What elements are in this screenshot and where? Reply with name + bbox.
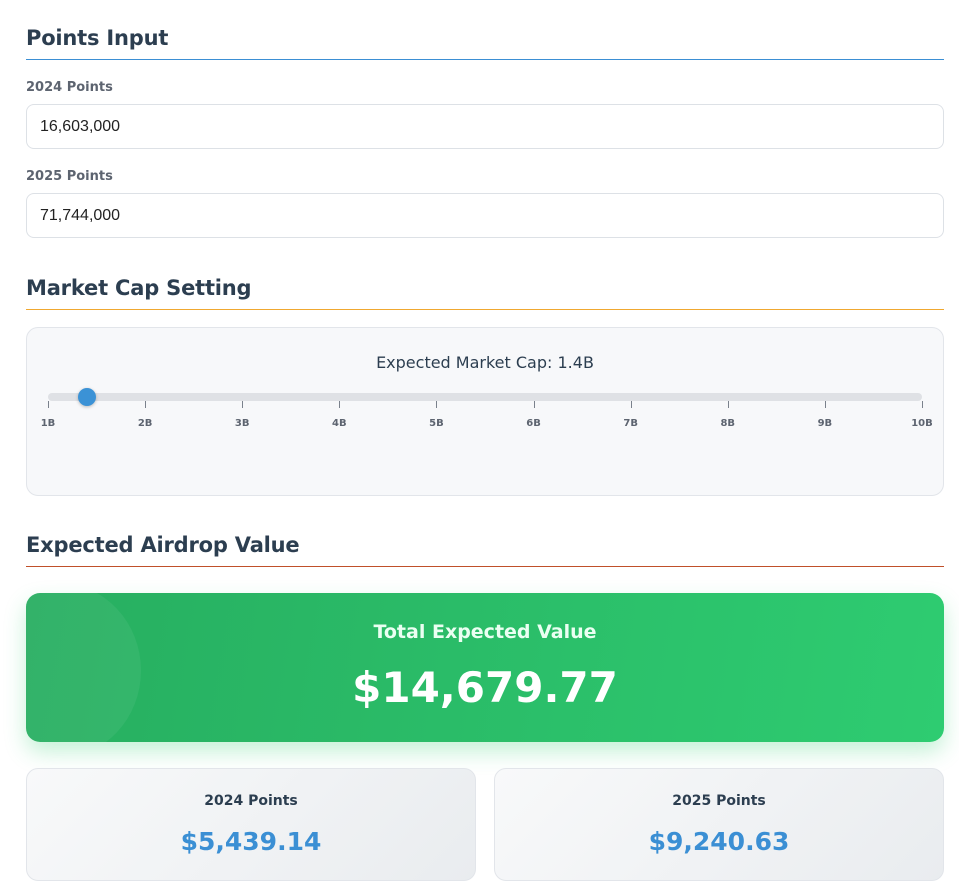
airdrop-title: Expected Airdrop Value (26, 533, 300, 557)
breakdown-2024-label: 2024 Points (204, 793, 298, 809)
slider-tick-label: 3B (234, 418, 250, 429)
total-value-card: Total Expected Value $14,679.77 (26, 593, 944, 742)
market-cap-caption: Expected Market Cap: 1.4B (376, 353, 594, 372)
total-value-label: Total Expected Value (373, 621, 597, 643)
points-2024-input[interactable] (26, 104, 944, 149)
points-input-title: Points Input (26, 26, 169, 50)
points-2025-input[interactable] (26, 193, 944, 238)
slider-tick (533, 401, 535, 408)
slider-tick-label: 7B (623, 418, 638, 429)
slider-tick-label: 5B (429, 418, 444, 429)
points-2024-label: 2024 Points (26, 80, 113, 95)
slider-tick-label: 4B (332, 418, 347, 429)
slider-tick (630, 401, 632, 408)
market-cap-rule (26, 309, 944, 310)
slider-tick (145, 401, 147, 408)
slider-tick-label: 2B (137, 418, 153, 429)
airdrop-rule (26, 566, 944, 567)
slider-tick (824, 401, 826, 408)
decorative-blob (26, 593, 141, 742)
slider-tick (48, 401, 49, 408)
slider-tick-label: 10B (911, 418, 933, 429)
breakdown-card-2025: 2025 Points $9,240.63 (494, 768, 944, 881)
slider-tick-label: 6B (526, 418, 541, 429)
points-input-rule (26, 59, 944, 60)
slider-tick (339, 401, 341, 408)
slider-tick-label: 9B (817, 418, 833, 429)
breakdown-card-2024: 2024 Points $5,439.14 (26, 768, 476, 881)
total-value-amount: $14,679.77 (352, 663, 618, 712)
slider-tick-label: 1B (40, 418, 56, 429)
slider-tick (922, 401, 923, 408)
points-2025-label: 2025 Points (26, 169, 113, 184)
market-cap-slider-track[interactable] (48, 393, 922, 401)
market-cap-slider-thumb[interactable] (77, 388, 96, 406)
slider-tick (436, 401, 438, 408)
breakdown-2025-label: 2025 Points (672, 793, 766, 809)
slider-tick-label: 8B (720, 418, 736, 429)
slider-tick (242, 401, 244, 408)
market-cap-title: Market Cap Setting (26, 276, 252, 300)
slider-tick (727, 401, 729, 408)
breakdown-2025-value: $9,240.63 (648, 827, 790, 856)
breakdown-2024-value: $5,439.14 (180, 827, 322, 856)
market-cap-slider-card: Expected Market Cap: 1.4B 1B 2B 3B 4B 5B 6B 7B… (26, 327, 944, 496)
